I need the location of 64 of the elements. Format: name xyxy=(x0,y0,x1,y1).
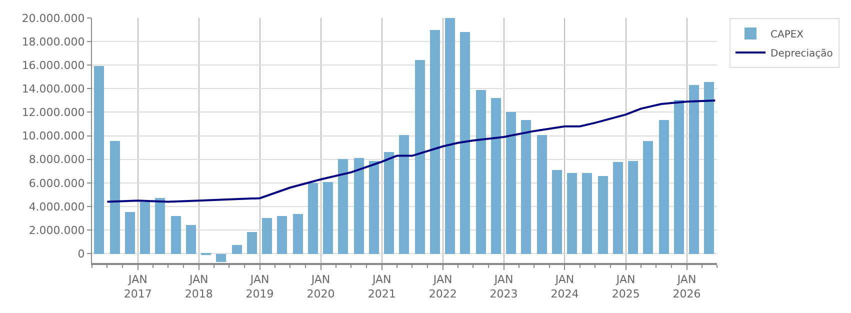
bar xyxy=(537,135,547,254)
x-tick-label: JAN 2017 xyxy=(124,273,152,300)
x-tick-label: JAN 2026 xyxy=(672,273,701,300)
y-tick-label: 8.000.000 xyxy=(28,153,85,166)
bar xyxy=(659,120,669,254)
x-tick-label: JAN 2019 xyxy=(246,273,274,300)
y-tick-label: 0 xyxy=(78,247,85,260)
y-tick-label: 14.000.000 xyxy=(22,82,85,96)
bar xyxy=(110,141,120,254)
bar xyxy=(521,120,531,254)
bar xyxy=(247,232,257,254)
bar xyxy=(506,112,516,254)
bar xyxy=(567,173,577,254)
bar xyxy=(262,218,272,254)
bar xyxy=(598,176,608,254)
bar xyxy=(674,100,684,254)
x-tick-label: JAN 2021 xyxy=(368,273,396,300)
bar xyxy=(171,216,181,254)
bar xyxy=(399,135,409,254)
bar xyxy=(613,162,623,254)
y-tick-label: 2.000.000 xyxy=(28,224,85,237)
bar xyxy=(445,18,455,254)
bar xyxy=(155,198,165,254)
x-tick-label: JAN 2023 xyxy=(490,273,518,300)
bar xyxy=(552,170,562,254)
y-tick-label: 10.000.000 xyxy=(22,130,85,143)
y-tick-label: 20.000.000 xyxy=(22,12,85,25)
legend-label: Depreciação xyxy=(770,48,833,60)
bar xyxy=(125,212,135,254)
bar xyxy=(354,158,364,254)
bar xyxy=(140,202,150,254)
bar xyxy=(186,225,196,254)
bar xyxy=(415,60,425,254)
y-tick-label: 18.000.000 xyxy=(22,35,85,48)
x-tick-label: JAN 2025 xyxy=(612,273,640,300)
y-tick-label: 12.000.000 xyxy=(22,106,85,120)
bar xyxy=(293,214,303,254)
x-tick-label: JAN 2024 xyxy=(550,273,579,300)
y-tick-label: 16.000.000 xyxy=(22,58,85,72)
bar xyxy=(582,173,592,254)
bar xyxy=(476,90,486,254)
bar xyxy=(628,161,638,254)
bar xyxy=(704,82,714,254)
bar xyxy=(491,98,501,254)
bar xyxy=(232,245,242,254)
bar xyxy=(689,85,699,254)
x-tick-label: JAN 2018 xyxy=(184,273,213,300)
bar xyxy=(94,66,104,254)
bar xyxy=(643,141,653,254)
bar xyxy=(369,161,379,254)
bar xyxy=(323,182,333,254)
bar xyxy=(216,254,226,262)
bar xyxy=(277,216,287,254)
y-tick-label: 4.000.000 xyxy=(28,200,85,214)
bar xyxy=(338,159,348,254)
line-series xyxy=(106,99,716,203)
bar xyxy=(430,30,440,254)
y-tick-label: 6.000.000 xyxy=(28,176,85,190)
x-tick-label: JAN 2020 xyxy=(306,273,335,300)
x-tick-label: JAN 2022 xyxy=(428,273,457,300)
legend-label: CAPEX xyxy=(770,29,804,40)
bar xyxy=(308,183,318,254)
bar xyxy=(384,152,394,254)
bar xyxy=(460,32,470,254)
